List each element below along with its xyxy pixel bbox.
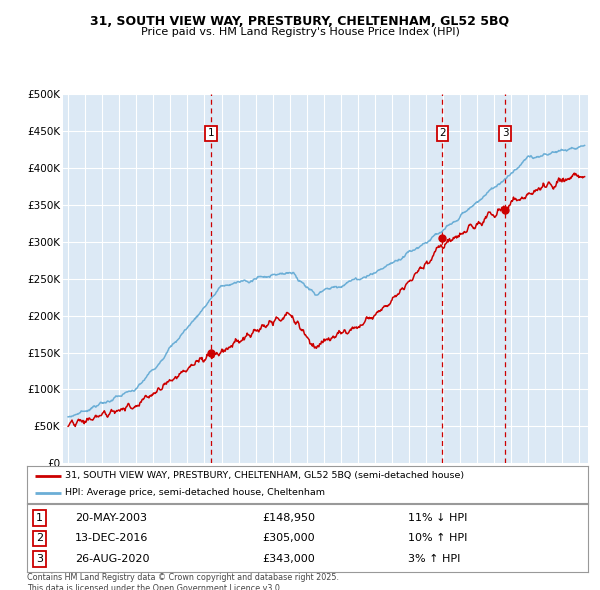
- Text: £343,000: £343,000: [263, 554, 316, 563]
- Text: 13-DEC-2016: 13-DEC-2016: [74, 533, 148, 543]
- Text: 31, SOUTH VIEW WAY, PRESTBURY, CHELTENHAM, GL52 5BQ (semi-detached house): 31, SOUTH VIEW WAY, PRESTBURY, CHELTENHA…: [65, 471, 464, 480]
- Text: 1: 1: [208, 129, 214, 139]
- Text: 2: 2: [36, 533, 43, 543]
- Text: 10% ↑ HPI: 10% ↑ HPI: [409, 533, 468, 543]
- Text: £148,950: £148,950: [263, 513, 316, 523]
- Text: £305,000: £305,000: [263, 533, 315, 543]
- Text: 1: 1: [36, 513, 43, 523]
- Text: 2: 2: [439, 129, 446, 139]
- Text: 31, SOUTH VIEW WAY, PRESTBURY, CHELTENHAM, GL52 5BQ: 31, SOUTH VIEW WAY, PRESTBURY, CHELTENHA…: [91, 15, 509, 28]
- Text: Price paid vs. HM Land Registry's House Price Index (HPI): Price paid vs. HM Land Registry's House …: [140, 27, 460, 37]
- Text: HPI: Average price, semi-detached house, Cheltenham: HPI: Average price, semi-detached house,…: [65, 489, 325, 497]
- Text: 20-MAY-2003: 20-MAY-2003: [74, 513, 146, 523]
- Text: 26-AUG-2020: 26-AUG-2020: [74, 554, 149, 563]
- Text: 3% ↑ HPI: 3% ↑ HPI: [409, 554, 461, 563]
- Text: 11% ↓ HPI: 11% ↓ HPI: [409, 513, 468, 523]
- Text: 3: 3: [36, 554, 43, 563]
- Text: Contains HM Land Registry data © Crown copyright and database right 2025.
This d: Contains HM Land Registry data © Crown c…: [27, 573, 339, 590]
- Text: 3: 3: [502, 129, 509, 139]
